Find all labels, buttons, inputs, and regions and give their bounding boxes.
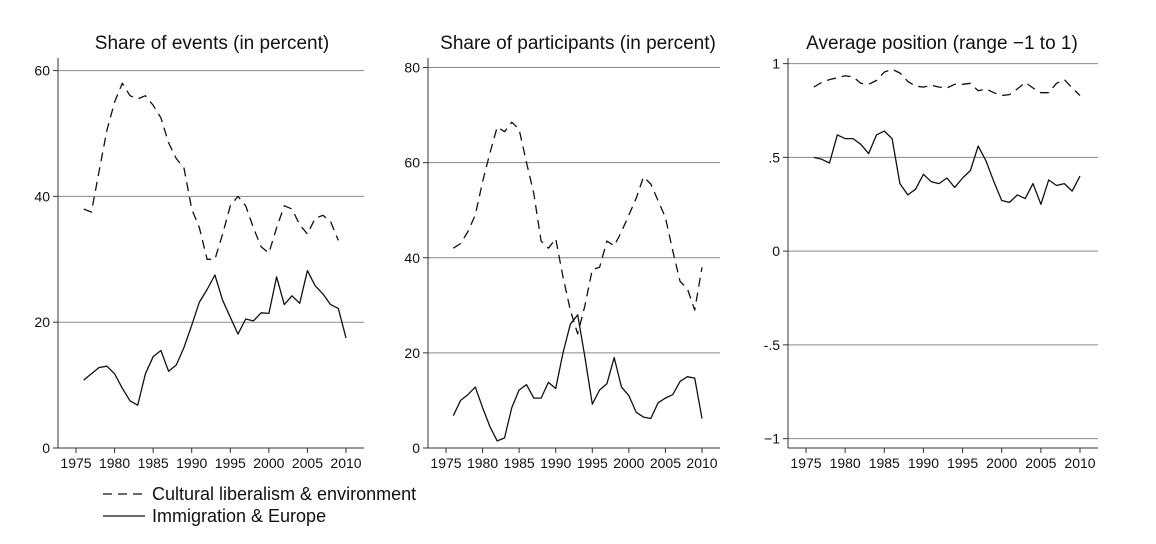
x-tick-label: 1995 (577, 455, 608, 471)
x-tick-label: 2005 (650, 455, 681, 471)
y-tick-label: 60 (404, 155, 420, 171)
x-tick-label: 1990 (540, 455, 571, 471)
y-tick-label: 0 (42, 440, 50, 456)
x-tick-label: 1995 (947, 455, 978, 471)
y-tick-label: 0 (772, 243, 780, 259)
legend-label-immigration-europe: Immigration & Europe (152, 506, 326, 526)
x-tick-label: 1995 (215, 455, 246, 471)
x-tick-label: 2000 (986, 455, 1017, 471)
y-tick-label: 40 (404, 250, 420, 266)
y-tick-label: −1 (764, 431, 780, 447)
y-tick-label: 0 (412, 440, 420, 456)
panel-share-of-participants: Share of participants (in percent) 0 20 40 6… (404, 33, 720, 471)
x-tick-label: 1980 (99, 455, 130, 471)
x-tick-label: 1985 (869, 455, 900, 471)
series-line-cultural-liberalism (452, 121, 703, 335)
panel-average-position: Average position (range −1 to 1) −1 -.5 0 .5… (764, 33, 1098, 471)
y-tick-label: 20 (34, 314, 50, 330)
series-line-immigration-europe (83, 269, 347, 406)
x-tick-label: 2005 (292, 455, 323, 471)
y-tick-label: 40 (34, 188, 50, 204)
y-tick-label: .5 (768, 149, 780, 165)
legend-label-cultural-liberalism: Cultural liberalism & environment (152, 484, 416, 504)
series-line-immigration-europe (813, 130, 1081, 205)
x-tick-label: 2000 (613, 455, 644, 471)
y-tick-label: -.5 (764, 337, 781, 353)
x-tick-label: 1975 (790, 455, 821, 471)
panel-title: Average position (range −1 to 1) (806, 33, 1078, 54)
panel-share-of-events: Share of events (in percent) 0 20 40 60 1975 1… (34, 33, 364, 471)
legend: Cultural liberalism & environment Immigr… (103, 484, 416, 526)
panel-title: Share of events (in percent) (95, 33, 329, 54)
x-tick-label: 1990 (908, 455, 939, 471)
x-tick-label: 1985 (504, 455, 535, 471)
panel-title: Share of participants (in percent) (440, 33, 716, 54)
x-tick-label: 1990 (176, 455, 207, 471)
series-line-immigration-europe (452, 314, 703, 442)
y-tick-label: 80 (404, 60, 420, 76)
y-tick-label: 60 (34, 63, 50, 79)
x-tick-label: 1975 (430, 455, 461, 471)
x-tick-label: 1980 (467, 455, 498, 471)
x-tick-label: 1985 (138, 455, 169, 471)
x-tick-label: 1980 (830, 455, 861, 471)
x-tick-label: 2005 (1025, 455, 1056, 471)
y-tick-label: 1 (772, 56, 780, 72)
series-line-cultural-liberalism (813, 68, 1081, 97)
x-tick-label: 2010 (1064, 455, 1095, 471)
x-tick-label: 2000 (253, 455, 284, 471)
x-tick-label: 1975 (60, 455, 91, 471)
series-line-cultural-liberalism (83, 82, 339, 260)
x-tick-label: 2010 (330, 455, 361, 471)
y-tick-label: 20 (404, 345, 420, 361)
x-tick-label: 2010 (686, 455, 717, 471)
